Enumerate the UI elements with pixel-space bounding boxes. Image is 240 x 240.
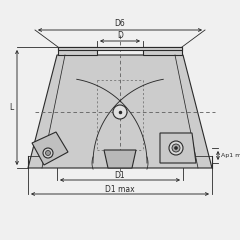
Text: D1: D1 [115, 170, 125, 180]
Polygon shape [160, 133, 196, 163]
Circle shape [169, 141, 183, 155]
Polygon shape [58, 47, 97, 55]
Circle shape [43, 148, 53, 158]
Circle shape [172, 144, 180, 152]
Circle shape [113, 105, 127, 119]
Circle shape [174, 146, 178, 150]
Circle shape [46, 150, 50, 156]
Polygon shape [143, 47, 182, 55]
Text: D: D [117, 31, 123, 41]
Text: Ap1 max: Ap1 max [221, 152, 240, 157]
Polygon shape [104, 150, 136, 168]
Text: D1 max: D1 max [105, 185, 135, 193]
Polygon shape [32, 132, 68, 165]
Polygon shape [58, 47, 182, 50]
Text: L: L [9, 102, 13, 112]
Polygon shape [28, 55, 212, 168]
Text: D6: D6 [115, 19, 125, 29]
